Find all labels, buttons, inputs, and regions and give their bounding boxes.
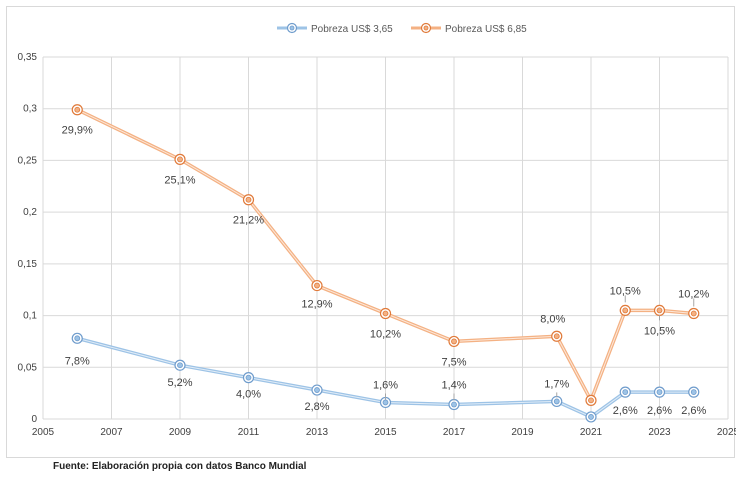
legend-swatch-core	[289, 25, 295, 31]
data-point-core	[553, 333, 560, 340]
data-point-core	[622, 307, 629, 314]
legend-swatch-core	[423, 25, 429, 31]
data-label: 4,0%	[236, 389, 261, 401]
x-tick-label: 2015	[374, 427, 397, 438]
data-label: 5,2%	[167, 377, 192, 389]
data-point-core	[451, 338, 457, 345]
x-tick-label: 2023	[648, 427, 671, 438]
chart-area: 0 0,05 0,1 0,15 0,2 0,25 0,3 0,35 2005 2007 2009 20…	[6, 6, 736, 458]
data-label: 10,5%	[610, 285, 641, 297]
data-point-core	[177, 156, 183, 163]
data-point-core	[314, 387, 320, 393]
legend-label: Pobreza US$ 3,65	[311, 24, 393, 35]
data-label: 10,2%	[678, 289, 709, 301]
data-label: 10,2%	[370, 329, 401, 341]
y-tick-label: 0,35	[18, 52, 38, 63]
data-point-core	[245, 196, 252, 203]
data-point-core	[74, 335, 81, 342]
data-point-core	[177, 362, 183, 369]
data-label: 25,1%	[164, 174, 195, 186]
data-label: 7,8%	[65, 355, 90, 367]
y-tick-label: 0,1	[23, 311, 37, 322]
data-label: 10,5%	[644, 325, 675, 337]
data-point-core	[656, 307, 663, 314]
data-label: 1,4%	[441, 380, 466, 392]
data-point-core	[382, 399, 389, 406]
y-tick-label: 0	[31, 414, 37, 425]
data-point-core	[451, 401, 457, 408]
data-label: 2,6%	[681, 405, 706, 417]
y-tick-label: 0,05	[18, 362, 38, 373]
line-chart: 0 0,05 0,1 0,15 0,2 0,25 0,3 0,35 2005 2007 2009 20…	[18, 22, 736, 438]
data-point-core	[656, 389, 663, 396]
y-tick-label: 0,2	[23, 207, 37, 218]
x-tick-label: 2025	[717, 427, 736, 438]
x-tick-label: 2019	[511, 427, 534, 438]
data-point-core	[588, 414, 594, 420]
data-label: 12,9%	[301, 299, 332, 311]
x-tick-label: 2011	[238, 427, 260, 438]
data-label: 7,5%	[441, 356, 466, 368]
legend-label: Pobreza US$ 6,85	[445, 24, 527, 35]
data-point-core	[690, 389, 697, 396]
data-label: 2,6%	[613, 405, 638, 417]
source-note: Fuente: Elaboración propia con datos Ban…	[53, 461, 307, 472]
data-point-core	[622, 389, 629, 396]
data-label: 2,6%	[647, 405, 672, 417]
data-label: 1,7%	[544, 378, 569, 390]
data-label: 21,2%	[233, 215, 264, 227]
data-label: 1,6%	[373, 379, 398, 391]
data-point-core	[74, 106, 81, 113]
data-point-core	[588, 397, 594, 404]
data-point-core	[245, 374, 252, 381]
y-tick-label: 0,3	[23, 104, 37, 115]
y-tick-label: 0,25	[18, 155, 38, 166]
data-point-core	[382, 310, 389, 317]
x-tick-label: 2017	[443, 427, 466, 438]
x-tick-label: 2021	[580, 427, 603, 438]
x-tick-label: 2013	[306, 427, 329, 438]
data-point-core	[690, 310, 697, 317]
data-point-core	[314, 282, 320, 289]
data-point-core	[553, 398, 560, 405]
x-tick-label: 2009	[169, 427, 192, 438]
y-tick-label: 0,15	[18, 259, 38, 270]
data-label: 2,8%	[304, 401, 329, 413]
x-tick-label: 2007	[100, 427, 123, 438]
data-label: 29,9%	[62, 125, 93, 137]
x-tick-label: 2005	[32, 427, 55, 438]
data-label: 8,0%	[540, 313, 565, 325]
